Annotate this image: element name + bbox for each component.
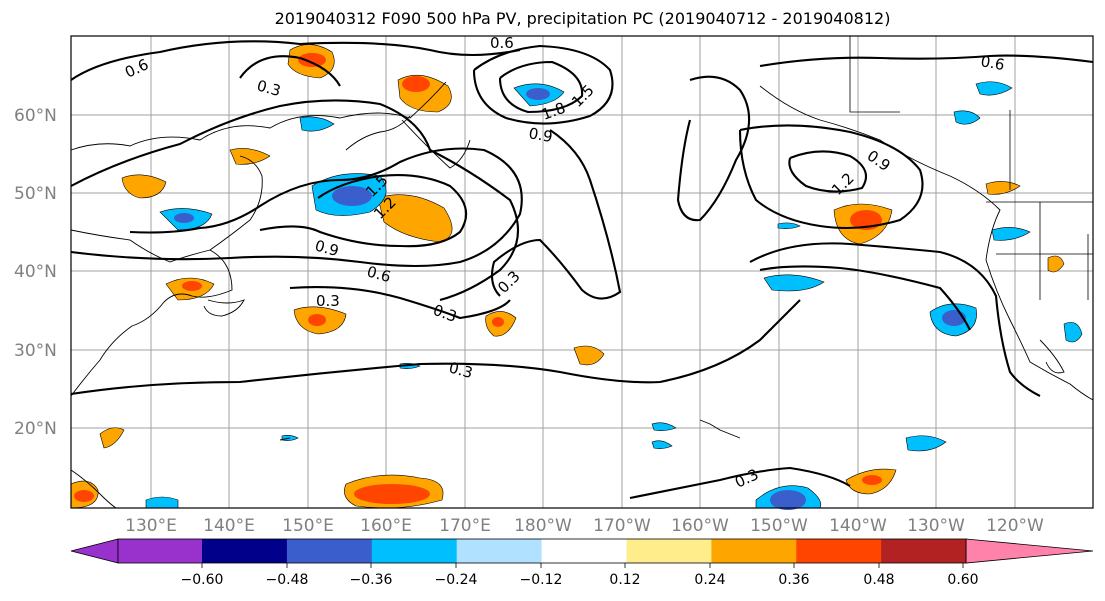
lon-label: 150°W — [750, 516, 808, 536]
colorbar-tick-label: 0.60 — [947, 572, 978, 588]
colorbar-ticks: −0.60 −0.48 −0.36 −0.24 −0.12 0.12 0.24 0.36 0.4… — [181, 563, 979, 588]
colorbar-tick-label: −0.60 — [181, 572, 224, 588]
latitude-labels: 60°N 50°N 40°N 30°N 20°N — [14, 106, 57, 439]
lon-label: 170°E — [439, 516, 491, 536]
lat-label: 30°N — [14, 341, 57, 361]
map-frame — [70, 35, 1094, 509]
lon-label: 170°W — [593, 516, 651, 536]
colorbar-swatch — [371, 539, 458, 563]
lon-label: 160°W — [671, 516, 729, 536]
colorbar-swatch — [118, 539, 202, 563]
colorbar-tick-label: 0.24 — [694, 572, 725, 588]
political-borders — [849, 36, 1093, 300]
lon-label: 130°E — [125, 516, 177, 536]
lon-label: 160°E — [360, 516, 412, 536]
contour-label: 0.6 — [365, 262, 393, 286]
map-title: 2019040312 F090 500 hPa PV, precipitatio… — [274, 9, 891, 28]
colorbar-swatch — [541, 539, 627, 563]
colorbar-tick-label: −0.36 — [350, 572, 393, 588]
lon-label: 150°E — [282, 516, 334, 536]
colorbar-extend-low — [70, 538, 119, 564]
contour-label: 0.3 — [447, 358, 475, 382]
colorbar-tick-label: 0.48 — [863, 572, 894, 588]
lon-label: 130°W — [907, 516, 965, 536]
colorbar-tick-label: −0.48 — [266, 572, 309, 588]
lat-label: 50°N — [14, 184, 57, 204]
colorbar-tick-label: −0.24 — [435, 572, 478, 588]
colorbar-swatch — [286, 539, 373, 563]
precipitation-shading — [70, 44, 1083, 510]
contour-label: 0.9 — [527, 124, 554, 146]
colorbar-extend-high — [965, 538, 1094, 564]
contour-label: 0.6 — [979, 52, 1006, 74]
colorbar-swatch — [881, 539, 967, 563]
lon-label: 180°W — [514, 516, 572, 536]
colorbar-tick-label: −0.12 — [520, 572, 563, 588]
pv-contours — [70, 40, 1094, 500]
lon-label: 140°E — [203, 516, 255, 536]
colorbar-tick-label: 0.12 — [609, 572, 640, 588]
colorbar-swatch — [626, 539, 712, 563]
lon-label: 140°W — [829, 516, 887, 536]
colorbar — [70, 538, 1094, 564]
lat-label: 40°N — [14, 262, 57, 282]
contour-label: 0.3 — [316, 292, 340, 310]
colorbar-tick-label: 0.36 — [778, 572, 809, 588]
lat-label: 60°N — [14, 106, 57, 126]
contour-labels: 0.6 0.3 0.6 1.5 1.8 0.9 0.6 0.9 1.2 1.5 … — [122, 34, 1006, 492]
lat-label: 20°N — [14, 419, 57, 439]
coastlines — [70, 81, 1094, 509]
contour-label: 0.3 — [255, 76, 283, 100]
colorbar-swatch — [711, 539, 797, 563]
lon-label: 120°W — [986, 516, 1044, 536]
colorbar-outline — [117, 538, 967, 564]
colorbar-swatch — [202, 539, 288, 563]
contour-label: 0.6 — [490, 34, 514, 52]
colorbar-swatch — [456, 539, 543, 563]
longitude-labels: 130°E 140°E 150°E 160°E 170°E 180°W 170°… — [125, 516, 1044, 536]
colorbar-swatch — [796, 539, 882, 563]
contour-label: 0.9 — [313, 236, 341, 260]
